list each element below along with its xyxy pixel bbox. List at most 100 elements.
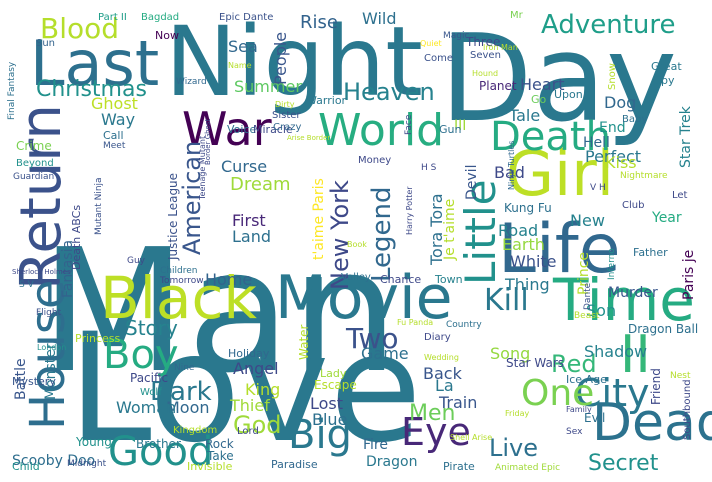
word-escape: Escape (314, 378, 357, 392)
word-land: Land (232, 227, 271, 246)
word-part-ii: Part II (98, 12, 127, 23)
word-tora-tora: Tora Tora (427, 193, 446, 266)
word-last: Last (30, 27, 159, 100)
word-dream: Dream (230, 174, 291, 195)
word-one: One (521, 373, 594, 414)
word-love: Love (68, 302, 422, 476)
word-club: Club (622, 200, 644, 211)
word-city: City (575, 371, 649, 415)
word-arise-border: Arise Border (287, 134, 330, 142)
word-rise: Rise (300, 12, 338, 33)
word-book: Book (347, 240, 367, 249)
word-wild: Wild (362, 9, 397, 28)
word-battle: Battle (13, 358, 29, 400)
word-border-ghost: Border Ghost (204, 119, 212, 165)
word-adventure: Adventure (541, 10, 675, 40)
word-nest: Nest (670, 371, 691, 381)
word-inferno: Inferno (607, 248, 617, 280)
word-wolf: Wolf (140, 387, 162, 398)
word-planet: Planet (479, 79, 517, 93)
word-legend: Legend (367, 186, 397, 282)
word-monster: Monster (43, 343, 59, 400)
word-teenage-mutant: Teenage Mutant (198, 136, 207, 201)
word-diary: Diary (424, 332, 451, 343)
word-perfect: Perfect (585, 147, 641, 166)
word-little: Little (456, 179, 505, 285)
word-dog: Dog (604, 93, 636, 112)
word-dirty: Dirty (275, 100, 295, 109)
word-mutant-ninja: Mutant Ninja (94, 177, 104, 235)
word-home: Home (205, 270, 252, 289)
word-friend: Friend (649, 368, 663, 405)
word-heaven: Heaven (343, 78, 435, 106)
word-father: Father (633, 246, 668, 259)
word-warrior: Warrior (306, 94, 347, 107)
word-game: Game (361, 344, 409, 363)
word-return: Return (9, 104, 74, 290)
word-beyond: Beyond (16, 158, 54, 169)
word-kill: Kill (484, 283, 529, 318)
word-great: Great (651, 60, 682, 73)
word-miracle: Miracle (253, 123, 293, 136)
word-paris-je: Paris je (681, 250, 697, 300)
word-new-york: New York (326, 180, 354, 290)
word-devil: Devil (464, 165, 480, 200)
word-chance: Chance (380, 273, 421, 286)
word-snow: Snow (607, 63, 618, 90)
word-final-fantasy: Final Fantasy (7, 61, 17, 120)
word-guardian: Guardian (13, 172, 54, 182)
word-pacific: Pacific (130, 371, 168, 385)
word-movie: Movie (275, 263, 453, 333)
word-je-t-aime: Je t'aime (442, 199, 458, 261)
word-lady: Lady (320, 367, 347, 380)
word-dark: Dark (150, 377, 212, 407)
word-princess: Princess (75, 332, 121, 345)
word-baby: Baby (622, 114, 647, 125)
word-house: House (20, 280, 76, 430)
word-son: Son (586, 301, 616, 320)
word-american: American (178, 141, 206, 255)
word-good: Good (108, 429, 213, 475)
word-heart: Heart (520, 75, 565, 94)
word-nightmare: Nightmare (620, 171, 668, 181)
word-water: Water (297, 324, 311, 360)
word-invisible: Invisible (187, 460, 233, 473)
word-valley: Valley (341, 272, 371, 283)
word-scooby-doo: Scooby Doo (12, 453, 95, 469)
word-star-trek: Star Trek (678, 105, 694, 168)
word-thing: Thing (504, 275, 550, 294)
word-voice: Voice (227, 123, 257, 136)
word-rock: Rock (205, 437, 234, 451)
word-day: Day (440, 10, 677, 149)
word-king: King (245, 380, 280, 399)
word-ghost: Ghost (91, 94, 138, 113)
word-name: Name (228, 61, 252, 70)
word-white: White (510, 252, 557, 271)
word-secret: Secret (588, 451, 659, 476)
word-southbound: Southbound (682, 379, 693, 440)
word-man: Man (40, 213, 399, 411)
word-world: World (318, 105, 444, 156)
word-god: God (233, 411, 282, 439)
word-people: People (271, 32, 290, 85)
word-summer: Summer (234, 77, 302, 96)
word-children: Children (160, 266, 197, 276)
word-v-h: V H (590, 183, 606, 193)
word-lord: Lord (237, 426, 259, 437)
word-ii: II (620, 325, 651, 385)
word-come: Come (424, 53, 453, 64)
word-mystery: Mystery (12, 375, 56, 388)
word-fire: Fire (363, 437, 388, 453)
word-tale: Tale (508, 106, 540, 125)
word-gun: Gun (439, 123, 461, 136)
word-moon: Moon (166, 398, 210, 417)
word-wizard: Wizard (176, 77, 207, 87)
word-money: Money (358, 155, 391, 166)
word-back: Back (423, 364, 463, 383)
word-year: Year (651, 210, 682, 226)
word-three: Three (465, 35, 500, 49)
word-now: Now (155, 29, 179, 42)
word-s-v: S V (19, 280, 35, 290)
word-way: Way (101, 110, 135, 129)
